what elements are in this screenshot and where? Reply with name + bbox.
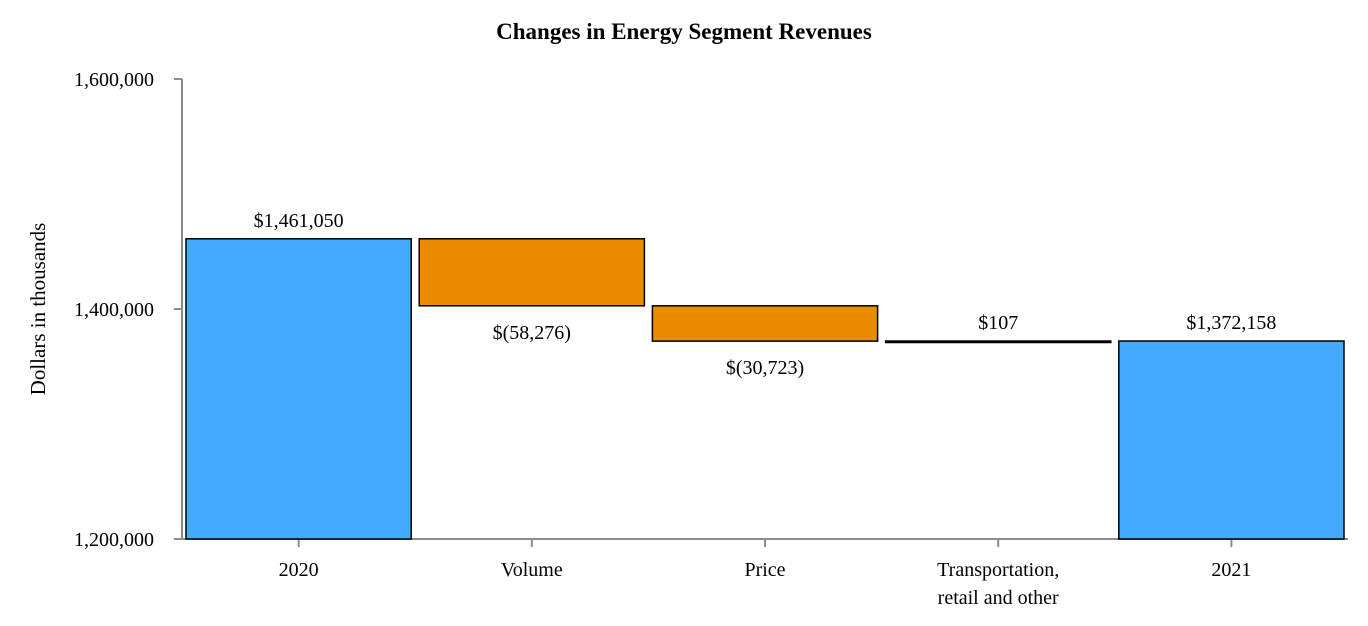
bar-decrease xyxy=(651,305,879,342)
data-label: $(30,723) xyxy=(726,357,804,379)
x-tick-label: retail and other xyxy=(938,587,1059,609)
x-axis: 2020 Volume Price Transportation, retail and… xyxy=(174,538,1348,609)
bars-group xyxy=(185,238,1345,540)
x-tick-label: Transportation, xyxy=(937,559,1059,581)
data-label: $(58,276) xyxy=(493,322,571,344)
y-tick-label: 1,600,000 xyxy=(74,69,154,91)
data-label: $1,461,050 xyxy=(254,210,344,232)
x-tick-label: Volume xyxy=(501,559,563,581)
data-label: $1,372,158 xyxy=(1186,312,1276,334)
y-tick-label: 1,200,000 xyxy=(74,529,154,551)
y-tick-label: 1,400,000 xyxy=(74,299,154,321)
chart-title: Changes in Energy Segment Revenues xyxy=(496,19,872,44)
x-tick-label: Price xyxy=(744,559,785,581)
bar-total xyxy=(1118,340,1345,540)
bar-decrease xyxy=(418,238,646,307)
data-label: $107 xyxy=(978,312,1018,334)
data-labels-group: $1,461,050 $(58,276) $(30,723) $107 $1,372,1… xyxy=(254,210,1277,379)
x-tick-label: 2020 xyxy=(279,559,319,581)
x-tick-label: 2021 xyxy=(1211,559,1251,581)
y-axis-label: Dollars in thousands xyxy=(26,223,50,396)
bar-increase xyxy=(884,340,1112,344)
y-axis: 1,200,000 1,400,000 1,600,000 xyxy=(74,69,183,551)
bar-total xyxy=(185,238,412,540)
